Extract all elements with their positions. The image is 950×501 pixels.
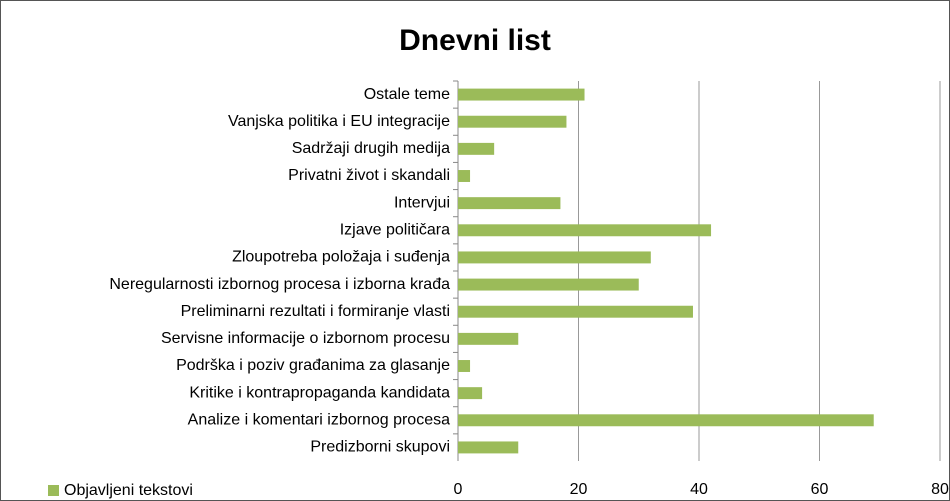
bar	[458, 441, 519, 454]
x-tick-label: 0	[454, 481, 463, 498]
y-tick-label: Sadržaji drugih medija	[292, 140, 450, 157]
bar	[458, 414, 874, 427]
y-tick-label: Privatni život i skandali	[288, 167, 450, 184]
bar	[458, 197, 561, 210]
y-tick-label: Zloupotreba položaja i suđenja	[232, 249, 450, 266]
bar	[458, 251, 651, 264]
bar	[458, 278, 639, 291]
y-tick-label: Preliminarni rezultati i formiranje vlas…	[181, 303, 450, 320]
y-tick-label: Analize i komentari izbornog procesa	[188, 412, 450, 429]
chart-title: Dnevni list	[399, 24, 551, 57]
x-tick-label: 40	[690, 481, 708, 498]
y-tick-label: Izjave političara	[340, 222, 450, 239]
bar	[458, 88, 585, 101]
legend-label: Objavljeni tekstovi	[64, 482, 193, 499]
legend-swatch	[48, 485, 59, 496]
y-tick-label: Ostale teme	[364, 86, 450, 103]
y-tick-label: Neregularnosti izbornog procesa i izborn…	[109, 276, 450, 293]
bar	[458, 115, 567, 128]
bar	[458, 305, 693, 318]
y-tick-label: Kritike i kontrapropaganda kandidata	[189, 384, 450, 401]
bar	[458, 170, 471, 182]
y-tick-label: Intervjui	[394, 194, 450, 211]
bar	[458, 360, 471, 372]
x-tick-label: 80	[931, 481, 949, 498]
y-tick-label: Vanjska politika i EU integracije	[228, 113, 450, 130]
bar	[458, 332, 519, 345]
y-tick-label: Predizborni skupovi	[310, 439, 450, 456]
x-tick-label: 60	[811, 481, 829, 498]
x-tick-label: 20	[570, 481, 588, 498]
y-tick-label: Servisne informacije o izbornom procesu	[161, 330, 450, 347]
y-tick-label: Podrška i poziv građanima za glasanje	[176, 357, 450, 374]
bar	[458, 387, 483, 400]
bar	[458, 142, 495, 155]
bar	[458, 224, 712, 237]
